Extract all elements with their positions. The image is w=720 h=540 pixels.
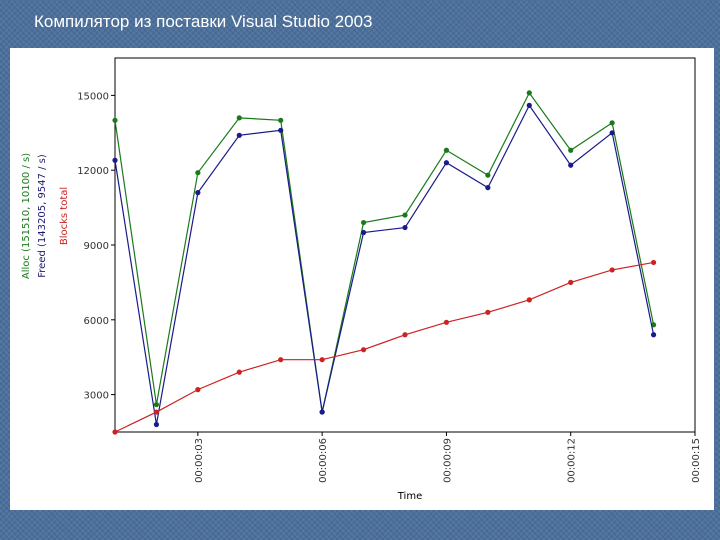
data-point xyxy=(609,130,615,136)
series-line xyxy=(114,104,655,425)
data-point xyxy=(650,259,657,266)
data-point xyxy=(402,332,408,338)
y-axis-title: Alloc (151510, 10100 / s) xyxy=(21,153,32,279)
data-point xyxy=(650,332,657,338)
data-point xyxy=(319,409,325,415)
y-tick-label: 3000 xyxy=(84,391,109,402)
data-point xyxy=(402,224,408,231)
series-line xyxy=(114,91,655,413)
y-tick-label: 9000 xyxy=(84,241,109,252)
data-point xyxy=(568,147,574,153)
data-point xyxy=(153,401,160,408)
data-point xyxy=(153,409,160,415)
data-point xyxy=(609,267,615,273)
data-point xyxy=(278,127,284,133)
x-tick-label: 00:00:09 xyxy=(442,438,453,483)
data-point xyxy=(485,185,491,191)
data-point xyxy=(319,357,325,363)
x-tick-label: 00:00:03 xyxy=(194,438,205,483)
data-point xyxy=(526,102,532,108)
data-point xyxy=(609,120,615,126)
data-point xyxy=(195,170,201,176)
y-axis-title: Freed (143205, 9547 / s) xyxy=(37,154,48,278)
plot-frame xyxy=(114,57,696,433)
data-point xyxy=(485,309,491,315)
chart-panel: 3000 6000 9000 12000 15000 00:00:03 00:00:06 00… xyxy=(10,48,714,510)
data-point xyxy=(443,160,450,166)
x-tick-label: 00:00:12 xyxy=(567,438,578,483)
data-point xyxy=(195,387,201,393)
line-chart: 3000 6000 9000 12000 15000 00:00:03 00:00:06 00… xyxy=(21,57,702,502)
data-point xyxy=(443,147,450,153)
data-point xyxy=(236,115,242,121)
data-point xyxy=(568,279,574,285)
y-axis-title: Blocks total xyxy=(59,187,70,245)
data-point xyxy=(402,212,408,218)
data-point xyxy=(568,162,574,168)
series-line xyxy=(114,261,654,433)
x-tick-label: 00:00:15 xyxy=(691,438,702,483)
data-point xyxy=(360,347,367,353)
data-point xyxy=(443,319,450,325)
slide-title: Компилятор из поставки Visual Studio 200… xyxy=(34,12,373,31)
data-point xyxy=(485,172,491,178)
y-tick-label: 12000 xyxy=(77,166,109,177)
data-point xyxy=(360,219,367,226)
data-point xyxy=(278,117,284,123)
data-point xyxy=(278,357,284,363)
data-point xyxy=(112,117,118,123)
data-point xyxy=(112,157,118,163)
data-point xyxy=(526,297,532,303)
data-point xyxy=(526,90,532,96)
data-point xyxy=(195,190,201,196)
y-tick-label: 15000 xyxy=(77,91,109,102)
data-point xyxy=(236,369,242,375)
data-point xyxy=(153,421,160,428)
data-point xyxy=(360,229,367,236)
data-point xyxy=(236,132,242,138)
x-axis-title: Time xyxy=(397,491,422,502)
x-tick-label: 00:00:06 xyxy=(318,438,329,483)
data-point xyxy=(112,429,118,435)
y-tick-label: 6000 xyxy=(84,316,109,327)
